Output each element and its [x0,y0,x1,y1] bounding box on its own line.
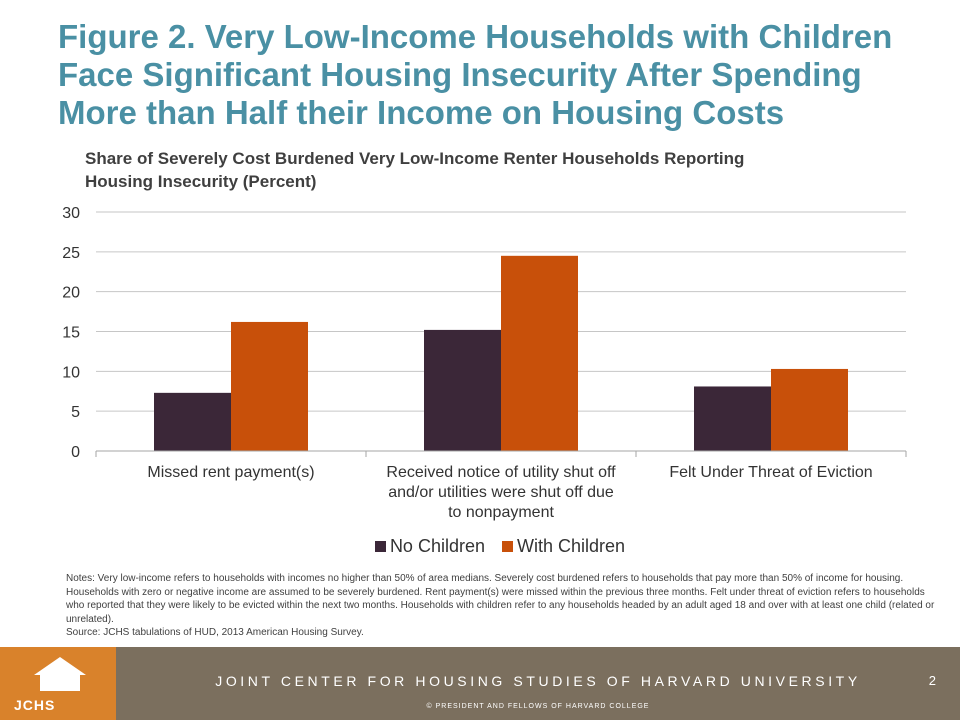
bar-with-children [771,368,848,451]
y-tick-label: 10 [62,364,80,381]
legend-swatch-with-children [502,541,513,552]
page-number: 2 [928,673,936,688]
x-tick-label: Received notice of utility shut off and/o… [386,464,616,521]
footer-bar: JOINT CENTER FOR HOUSING STUDIES OF HARV… [116,647,960,720]
legend-item-with-children: With Children [502,536,625,557]
y-tick-label: 0 [71,444,80,461]
jchs-logo: JCHS [0,647,116,720]
footer-org-name: JOINT CENTER FOR HOUSING STUDIES OF HARV… [215,673,861,689]
page-title: Figure 2. Very Low-Income Households wit… [58,18,893,131]
notes-block: Notes: Very low-income refers to househo… [66,572,944,640]
legend-label-with-children: With Children [517,536,626,556]
logo-text: JCHS [14,697,56,713]
bar-with-children [501,255,578,451]
x-tick-label: Missed rent payment(s) [147,464,314,481]
bar-chart: 0 5 10 15 20 25 30 Missed rent payment(s) Receiv… [62,205,907,521]
y-tick-label: 20 [62,285,80,302]
chart-legend: No Children With Children [0,536,960,557]
legend-label-no-children: No Children [389,536,485,556]
legend-item-no-children: No Children [374,536,485,557]
source-text: Source: JCHS tabulations of HUD, 2013 Am… [66,627,364,638]
notes-text: Notes: Very low-income refers to househo… [66,573,935,625]
y-tick-label: 30 [62,205,80,222]
bar-no-children [694,386,771,451]
bar-no-children [154,392,231,451]
bar-with-children [231,321,308,451]
copyright-text: © PRESIDENT AND FELLOWS OF HARVARD COLLE… [426,703,650,710]
x-tick-label: Felt Under Threat of Eviction [669,464,872,481]
legend-swatch-no-children [374,541,386,552]
chart-title: Share of Severely Cost Burdened Very Low… [85,149,745,191]
y-tick-label: 25 [62,245,80,262]
y-tick-label: 15 [62,325,80,342]
y-tick-label: 5 [71,404,80,421]
bar-no-children [424,329,501,451]
house-icon [34,657,86,691]
